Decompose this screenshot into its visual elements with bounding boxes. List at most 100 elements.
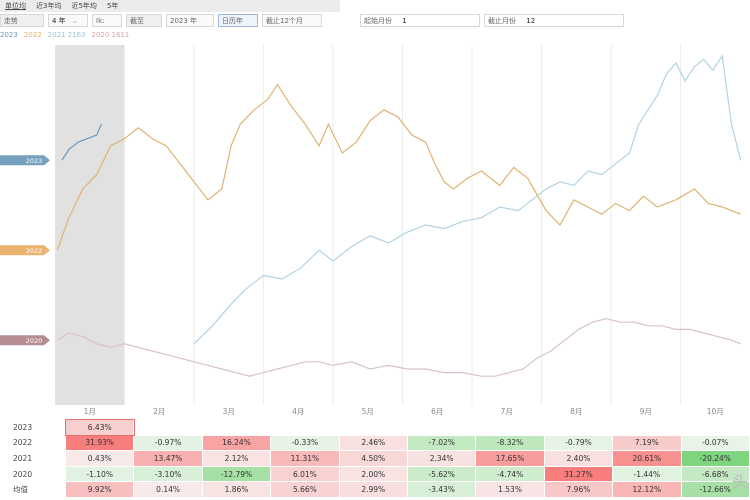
series-tag-2023: 2023 bbox=[0, 155, 50, 166]
end-month-label: 截止月份 bbox=[488, 17, 516, 25]
table-cell: 0.14% bbox=[133, 481, 203, 498]
table-cell bbox=[680, 419, 750, 436]
table-cell: -0.33% bbox=[270, 434, 340, 452]
table-cell: -12.79% bbox=[201, 465, 272, 483]
table-cell bbox=[406, 419, 477, 436]
end-month-value: 12 bbox=[526, 17, 536, 25]
series-tag-shape bbox=[0, 335, 50, 346]
table-cell: 31.93% bbox=[64, 434, 135, 452]
table-cell bbox=[338, 419, 408, 436]
type-button[interactable]: 走势 bbox=[0, 14, 44, 27]
period-value: 4 年 bbox=[52, 17, 66, 25]
series-tag-shape bbox=[0, 155, 50, 166]
table-cell: 11.31% bbox=[270, 450, 340, 467]
series-tag-label: 2022 bbox=[26, 247, 43, 255]
calendar-year-button[interactable]: 日历年 bbox=[218, 14, 258, 27]
table-cell: 7.19% bbox=[612, 434, 682, 452]
table-cell bbox=[612, 419, 682, 436]
control-row: 走势 4 年 ⌄ Ik: 截至 2023 年 日历年 截止12个月 起始月份 1… bbox=[0, 13, 750, 28]
table-cell: -0.07% bbox=[680, 434, 750, 452]
series-line-2022 bbox=[56, 83, 741, 251]
highlight-month-band bbox=[55, 45, 125, 405]
tab-bar: 单位均 近3年均 近5年均 5年 bbox=[0, 0, 340, 12]
tab-5yr[interactable]: 5年 bbox=[106, 2, 119, 10]
table-cell: 9.92% bbox=[64, 481, 135, 498]
period-select[interactable]: 4 年 ⌄ bbox=[48, 14, 88, 27]
mode-button[interactable]: 截至 bbox=[126, 14, 162, 27]
table-row: 2021 0.43% 13.47% 2.12% 11.31% 4.50% 2.34% 17.6… bbox=[0, 450, 750, 467]
range-button[interactable]: 截止12个月 bbox=[262, 14, 322, 27]
toolbar: 单位均 近3年均 近5年均 5年 走势 4 年 ⌄ Ik: 截至 2023 年 … bbox=[0, 0, 750, 39]
table-cell: 2.34% bbox=[406, 450, 477, 467]
table-cell: -12.66% bbox=[680, 481, 750, 498]
legend-item[interactable]: 2023 bbox=[0, 31, 18, 39]
x-tick-label: 7月 bbox=[501, 407, 513, 416]
table-cell: -0.79% bbox=[543, 434, 614, 452]
table-cell: 4.50% bbox=[338, 450, 408, 467]
table-row: 2020 -1.10% -3.10% -12.79% 6.01% 2.00% -5.62% -… bbox=[0, 465, 750, 483]
series-line-2021 bbox=[193, 54, 742, 345]
x-tick-label: 4月 bbox=[292, 407, 304, 416]
monthly-return-table: 2023 6.43% 2022 31.93% -0.97% 16.24% -0.33% 2.4… bbox=[0, 418, 750, 498]
start-month-value: 1 bbox=[402, 17, 407, 25]
table-cell: 7.96% bbox=[543, 481, 614, 498]
table-cell: 5.66% bbox=[270, 481, 340, 498]
year-value: 2023 年 bbox=[170, 17, 198, 25]
year-select[interactable]: 2023 年 bbox=[166, 14, 214, 27]
table-cell: -4.74% bbox=[475, 465, 545, 483]
row-label: 2022 bbox=[0, 434, 66, 452]
table-cell: 17.65% bbox=[475, 450, 545, 467]
table-cell: 16.24% bbox=[201, 434, 272, 452]
x-tick-label: 5月 bbox=[362, 407, 374, 416]
table-cell: 1.53% bbox=[475, 481, 545, 498]
series-line-2020 bbox=[56, 317, 741, 377]
table-cell: -6.68% bbox=[680, 465, 750, 483]
x-tick-label: 9月 bbox=[640, 407, 652, 416]
table-row: 2022 31.93% -0.97% 16.24% -0.33% 2.46% -7.02% -… bbox=[0, 434, 750, 452]
line-chart: 1月 2月 3月 4月 5月 6月 7月 8月 9月 10月 2023 2022 2020 bbox=[0, 45, 742, 416]
table-cell: 6.01% bbox=[270, 465, 340, 483]
tab-3yr-avg[interactable]: 近3年均 bbox=[36, 2, 62, 10]
chevron-down-icon: ⌄ bbox=[71, 17, 78, 25]
row-label: 均值 bbox=[0, 481, 66, 498]
series-tag-shape bbox=[0, 245, 50, 256]
table-cell bbox=[201, 419, 272, 436]
table-cell: 31.27% bbox=[543, 465, 614, 483]
table-cell bbox=[133, 419, 203, 436]
end-month-field[interactable]: 截止月份 12 bbox=[484, 14, 624, 27]
table-cell: -7.02% bbox=[406, 434, 477, 452]
table-cell: -1.44% bbox=[612, 465, 682, 483]
watermark: 头 bbox=[731, 472, 748, 491]
unit-select[interactable]: Ik: bbox=[92, 14, 122, 27]
chart-legend: 2023 2022 2021 2163 2020 1611 bbox=[0, 29, 135, 41]
start-month-field[interactable]: 起始月份 1 bbox=[360, 14, 480, 27]
series-line-2023 bbox=[61, 123, 102, 161]
table-cell: 20.61% bbox=[612, 450, 682, 467]
table-cell: -8.32% bbox=[475, 434, 545, 452]
legend-item[interactable]: 2021 2163 bbox=[47, 31, 86, 39]
table-cell: 13.47% bbox=[133, 450, 203, 467]
table-cell: 2.12% bbox=[201, 450, 272, 467]
legend-item[interactable]: 2020 1611 bbox=[91, 31, 130, 39]
row-label: 2023 bbox=[0, 419, 66, 436]
tab-5yr-avg[interactable]: 近5年均 bbox=[71, 2, 97, 10]
x-tick-label: 1月 bbox=[84, 407, 96, 416]
series-tag-2022: 2022 bbox=[0, 245, 50, 256]
table-cell bbox=[543, 419, 614, 436]
x-tick-label: 6月 bbox=[431, 407, 443, 416]
table-cell: 6.43% bbox=[64, 418, 135, 437]
x-tick-label: 10月 bbox=[707, 407, 724, 416]
table-cell: -1.10% bbox=[64, 465, 135, 483]
table-cell: -5.62% bbox=[406, 465, 477, 483]
table-cell: 12.12% bbox=[612, 481, 682, 498]
table-cell: -0.97% bbox=[133, 434, 203, 452]
series-tag-label: 2023 bbox=[26, 157, 43, 165]
table-cell bbox=[270, 419, 340, 436]
table-row: 2023 6.43% bbox=[0, 418, 750, 437]
table-cell: -3.43% bbox=[406, 481, 477, 498]
legend-item[interactable]: 2022 bbox=[23, 31, 42, 39]
table-cell: -3.10% bbox=[133, 465, 203, 483]
table-cell: 2.46% bbox=[338, 434, 408, 452]
table-cell bbox=[475, 419, 545, 436]
tab-unit-avg[interactable]: 单位均 bbox=[5, 2, 26, 10]
